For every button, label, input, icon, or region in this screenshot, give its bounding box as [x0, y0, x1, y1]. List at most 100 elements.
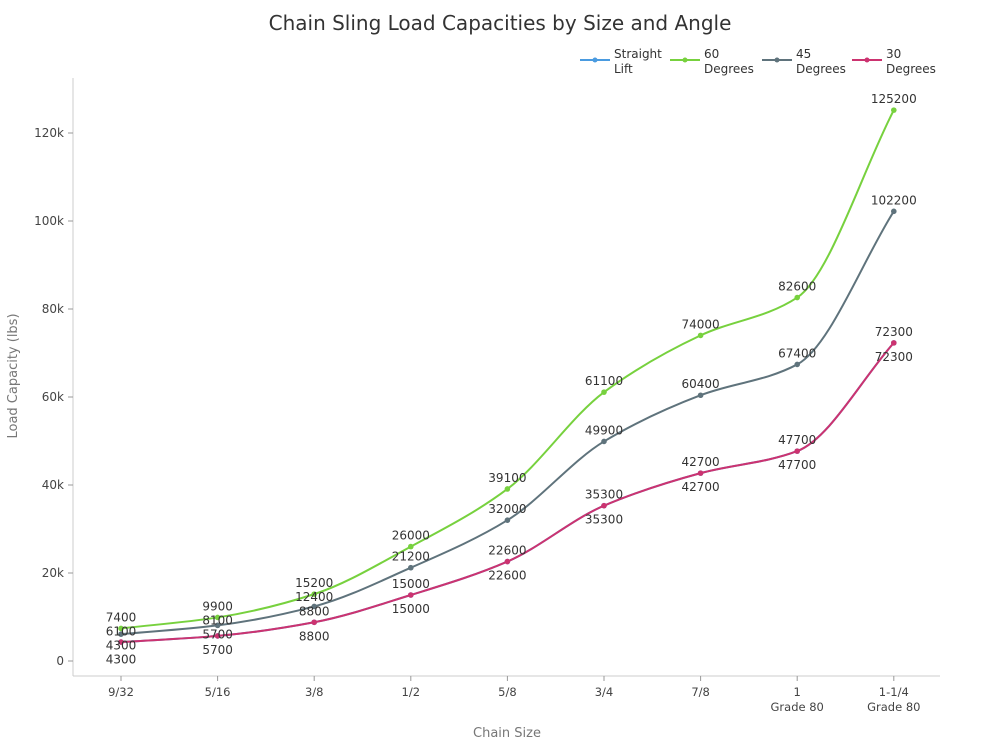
data-point-30-degrees: [214, 633, 221, 639]
data-label-30-degrees: 15000: [392, 577, 430, 591]
y-tick-label: 80k: [42, 302, 64, 316]
data-point-30-degrees: [408, 592, 414, 598]
x-tick-label: 3/4: [595, 685, 614, 699]
data-point-30-degrees: [891, 340, 897, 346]
legend-label[interactable]: Straight: [614, 47, 662, 61]
data-point-30-degrees: [311, 619, 318, 626]
data-label-45-degrees: 32000: [488, 502, 526, 516]
x-tick-label: 7/8: [691, 685, 710, 699]
y-tick-label: 120k: [34, 126, 64, 140]
x-tick-label: 1-1/4: [879, 685, 909, 699]
data-label-30-degrees: 8800: [299, 604, 330, 618]
data-point-45-degrees: [408, 564, 414, 571]
data-point-45-degrees: [697, 392, 704, 399]
x-tick-label: Grade 80: [867, 700, 920, 714]
legend-marker: [592, 57, 598, 63]
data-point-60-degrees: [311, 591, 318, 597]
data-label-45-degrees: 6100: [106, 624, 137, 638]
series-line-30-degrees: [120, 342, 895, 644]
data-label-straight-lift: 72300: [875, 350, 913, 364]
data-label-60-degrees: 39100: [488, 471, 526, 485]
data-label-30-degrees: 35300: [585, 488, 623, 502]
x-tick-label: 5/8: [498, 685, 517, 699]
data-point-30-degrees: [601, 502, 607, 509]
data-label-45-degrees: 21200: [392, 550, 430, 564]
legend-label[interactable]: 60: [704, 47, 719, 61]
data-label-30-degrees: 5700: [202, 627, 233, 641]
legend-label[interactable]: Lift: [614, 62, 633, 76]
x-tick-label: 3/8: [305, 685, 324, 699]
y-axis-label: Load Capacity (lbs): [6, 313, 21, 438]
y-tick-label: 40k: [42, 478, 64, 492]
data-point-30-degrees: [118, 639, 124, 645]
chart-title: Chain Sling Load Capacities by Size and …: [269, 11, 732, 35]
y-tick-label: 60k: [42, 390, 64, 404]
data-label-straight-lift: 5700: [202, 643, 233, 657]
data-point-45-degrees: [214, 622, 221, 629]
legend-marker: [774, 57, 780, 63]
data-label-60-degrees: 7400: [106, 610, 137, 624]
data-point-45-degrees: [891, 208, 897, 215]
data-label-straight-lift: 42700: [682, 480, 720, 494]
x-tick-label: 9/32: [108, 685, 134, 699]
data-label-60-degrees: 26000: [392, 529, 430, 543]
data-label-45-degrees: 67400: [778, 346, 816, 360]
y-tick-label: 0: [56, 654, 64, 668]
data-label-straight-lift: 22600: [488, 569, 526, 583]
data-label-45-degrees: 102200: [871, 193, 917, 207]
data-point-45-degrees: [794, 361, 800, 368]
x-tick-label: 5/16: [205, 685, 231, 699]
data-point-30-degrees: [504, 558, 511, 565]
legend-label[interactable]: Degrees: [704, 62, 754, 76]
data-point-30-degrees: [794, 448, 800, 454]
data-point-60-degrees: [214, 614, 221, 621]
data-label-straight-lift: 35300: [585, 513, 623, 527]
data-label-60-degrees: 82600: [778, 280, 816, 294]
data-label-30-degrees: 72300: [875, 325, 913, 339]
data-point-60-degrees: [697, 332, 704, 339]
data-point-60-degrees: [504, 486, 511, 492]
data-label-30-degrees: 22600: [488, 544, 526, 558]
legend-label[interactable]: 45: [796, 47, 811, 61]
legend-label[interactable]: 30: [886, 47, 901, 61]
legend-label[interactable]: Degrees: [886, 62, 936, 76]
data-point-45-degrees: [504, 517, 511, 523]
series-line-straight-lift: [120, 342, 895, 644]
data-label-60-degrees: 9900: [202, 599, 233, 613]
x-axis-label: Chain Size: [473, 726, 541, 741]
data-label-30-degrees: 4300: [106, 638, 137, 652]
data-label-60-degrees: 61100: [585, 374, 623, 388]
data-point-45-degrees: [118, 631, 124, 637]
data-label-30-degrees: 42700: [682, 455, 720, 469]
x-tick-label: 1/2: [402, 685, 421, 699]
data-point-60-degrees: [408, 543, 414, 550]
data-point-60-degrees: [601, 389, 607, 395]
data-label-45-degrees: 8100: [202, 613, 233, 627]
legend-label[interactable]: Degrees: [796, 62, 846, 76]
data-label-30-degrees: 47700: [778, 433, 816, 447]
y-tick-label: 20k: [42, 566, 64, 580]
data-point-60-degrees: [118, 625, 124, 632]
data-point-45-degrees: [311, 603, 318, 610]
data-point-60-degrees: [891, 107, 897, 113]
data-label-straight-lift: 8800: [299, 629, 330, 643]
data-label-60-degrees: 125200: [871, 92, 917, 106]
legend-marker: [682, 57, 688, 63]
data-label-45-degrees: 12400: [295, 590, 333, 604]
data-label-45-degrees: 49900: [585, 423, 623, 437]
data-label-straight-lift: 47700: [778, 458, 816, 472]
data-label-60-degrees: 74000: [682, 317, 720, 331]
legend-marker: [864, 57, 870, 63]
data-point-30-degrees: [697, 470, 704, 476]
y-tick-label: 100k: [34, 214, 64, 228]
x-tick-label: Grade 80: [771, 700, 824, 714]
data-label-60-degrees: 15200: [295, 576, 333, 590]
x-tick-label: 1: [794, 685, 801, 699]
data-label-straight-lift: 4300: [106, 652, 137, 666]
series-line-45-degrees: [120, 210, 895, 636]
data-label-45-degrees: 60400: [682, 377, 720, 391]
data-point-45-degrees: [601, 438, 607, 445]
data-label-straight-lift: 15000: [392, 602, 430, 616]
